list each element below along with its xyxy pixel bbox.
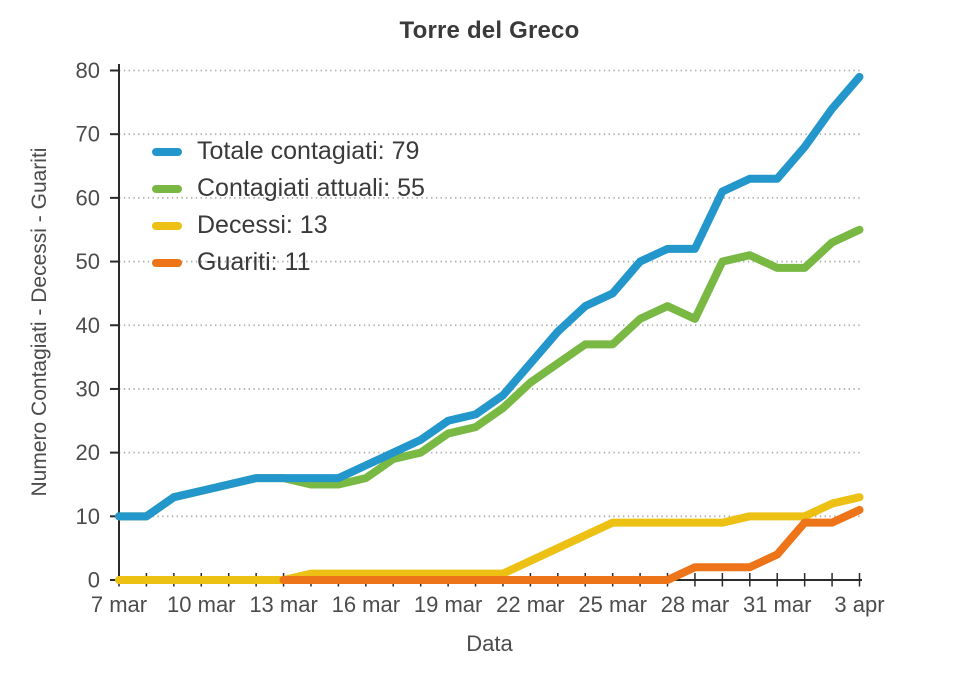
y-axis-tick-label: 40 <box>76 313 100 338</box>
x-axis-tick-label: 25 mar <box>578 592 646 617</box>
legend-item-totale-contagiati: Totale contagiati: 79 <box>152 133 425 170</box>
line-decessi <box>115 493 864 584</box>
legend-swatch-decessi <box>152 221 182 230</box>
y-axis-tick-label: 20 <box>76 440 100 465</box>
legend-item-decessi: Decessi: 13 <box>152 207 425 244</box>
line-guariti <box>279 505 864 584</box>
legend-item-contagiati-attuali: Contagiati attuali: 55 <box>152 170 425 207</box>
x-axis-tick-label: 31 mar <box>743 592 811 617</box>
x-axis-tick-label: 7 mar <box>91 592 147 617</box>
legend-item-guariti: Guariti: 11 <box>152 244 425 281</box>
y-axis-tick-label: 10 <box>76 504 100 529</box>
line-totale-contagiati <box>115 72 864 521</box>
y-axis-tick-label: 60 <box>76 185 100 210</box>
y-axis-title: Numero Contagiati - Decessi - Guariti <box>28 147 51 497</box>
y-axis-tick-label: 50 <box>76 249 100 274</box>
legend-label-contagiati-attuali: Contagiati attuali: 55 <box>197 174 425 202</box>
legend-label-totale-contagiati: Totale contagiati: 79 <box>197 137 420 165</box>
y-axis-tick-label: 80 <box>76 58 100 83</box>
x-axis-tick-label: 3 apr <box>834 592 884 617</box>
x-axis-tick-label: 19 mar <box>414 592 482 617</box>
chart-title: Torre del Greco <box>399 17 580 44</box>
legend-swatch-totale-contagiati <box>152 147 182 156</box>
y-axis-tick-label: 0 <box>88 568 100 593</box>
legend: Totale contagiati: 79 Contagiati attuali… <box>152 133 425 281</box>
x-axis-title: Data <box>466 631 513 656</box>
legend-swatch-guariti <box>152 258 182 267</box>
legend-label-guariti: Guariti: 11 <box>197 248 311 276</box>
legend-swatch-contagiati-attuali <box>152 184 182 193</box>
legend-label-decessi: Decessi: 13 <box>197 211 328 239</box>
x-axis-tick-label: 13 mar <box>249 592 317 617</box>
y-axis-tick-label: 70 <box>76 122 100 147</box>
x-axis-tick-label: 28 mar <box>661 592 729 617</box>
x-axis-tick-label: 22 mar <box>496 592 564 617</box>
x-axis-tick-label: 16 mar <box>332 592 400 617</box>
y-axis-tick-label: 30 <box>76 376 100 401</box>
x-axis-tick-label: 10 mar <box>167 592 235 617</box>
